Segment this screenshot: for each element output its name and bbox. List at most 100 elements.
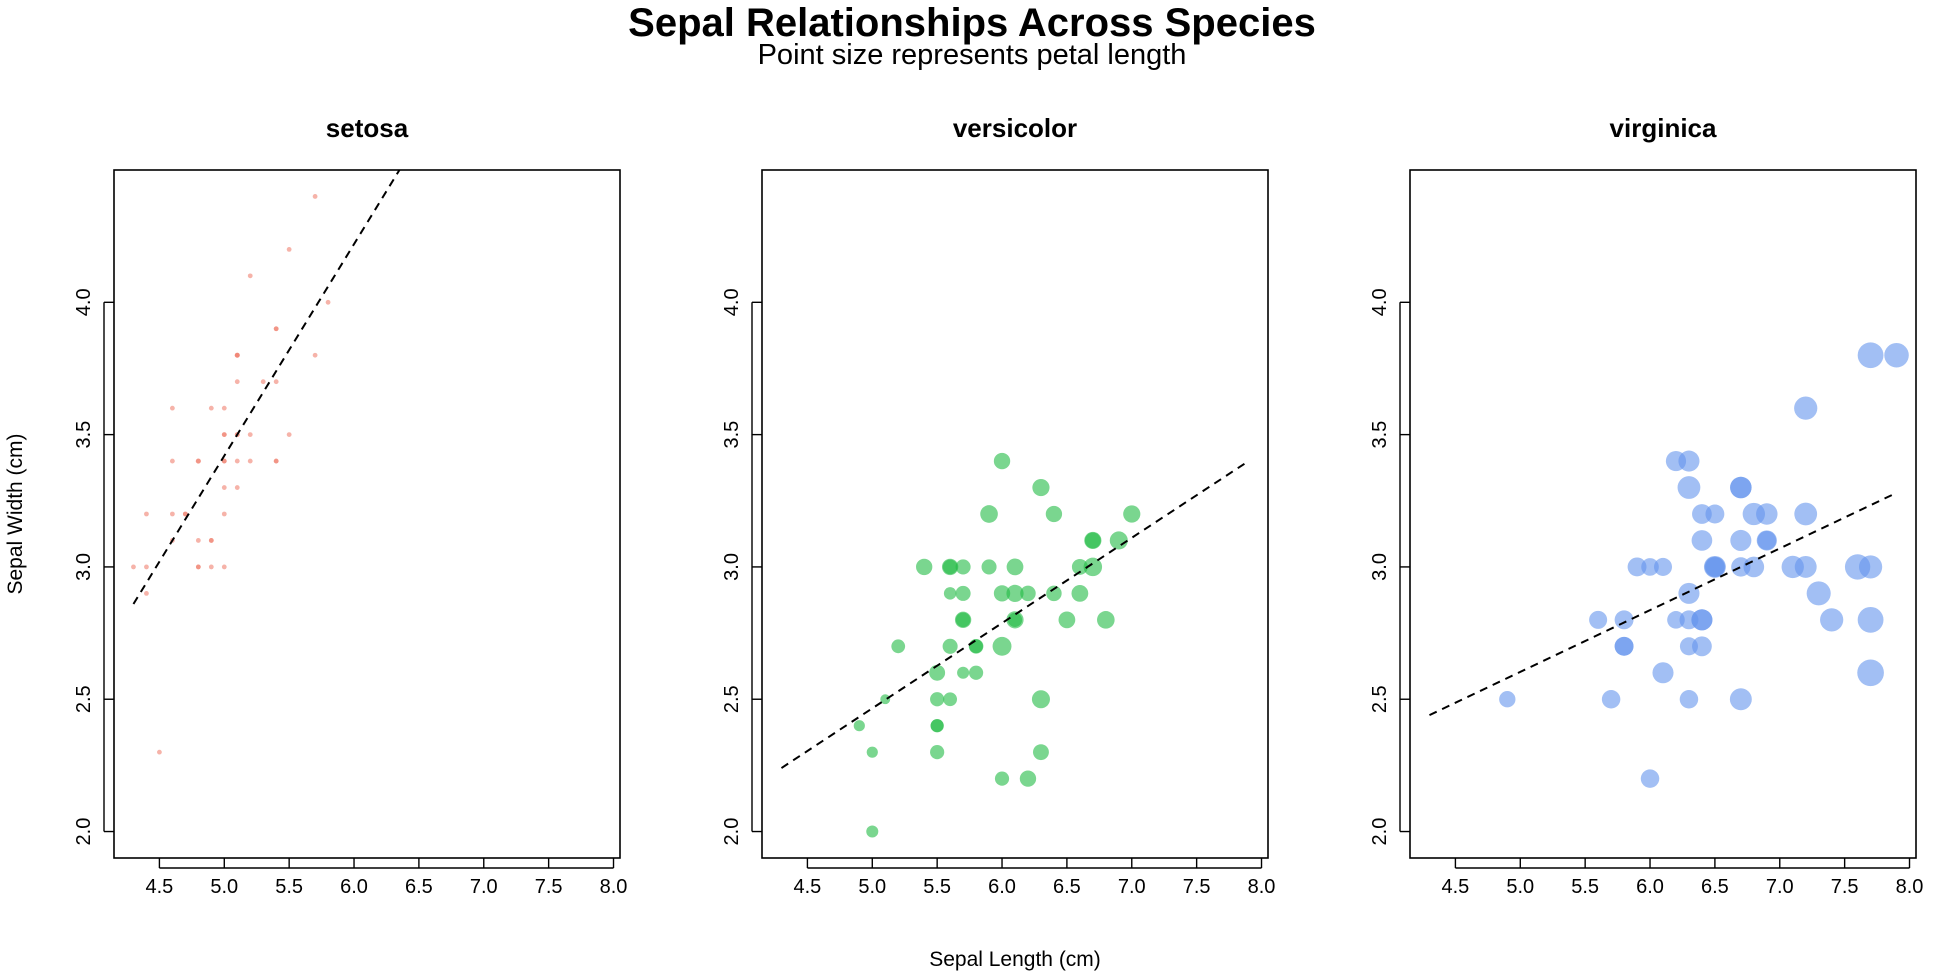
data-point xyxy=(312,352,318,358)
data-point xyxy=(942,559,958,575)
data-point xyxy=(1692,504,1712,524)
data-point xyxy=(260,379,266,385)
data-point xyxy=(930,719,944,733)
data-point xyxy=(943,692,958,707)
panel-virginica: virginica 4.5 5.0 5.5 6.0 6.5 7.0 7.5 8.0 2.0 2.5 3… xyxy=(1369,113,1923,898)
data-point xyxy=(195,538,201,543)
x-tick-label: 7.0 xyxy=(1118,876,1146,898)
data-point xyxy=(1071,584,1089,602)
chart-title: Sepal Relationships Across Species xyxy=(628,1,1316,45)
data-point xyxy=(169,458,175,464)
y-tick-label: 2.0 xyxy=(721,818,743,846)
panels: setosa 4.5 5.0 5.5 6.0 6.5 7.0 7.5 8.0 2.0 2.5 3.0 3… xyxy=(73,113,1923,898)
x-tick-label: 8.0 xyxy=(600,876,628,898)
y-tick-label: 2.5 xyxy=(1369,685,1391,713)
data-point xyxy=(1678,582,1700,604)
data-point xyxy=(221,511,227,517)
data-point xyxy=(1665,450,1687,472)
data-point xyxy=(853,720,865,732)
data-point xyxy=(195,564,201,570)
y-tick-label: 2.0 xyxy=(1369,818,1391,846)
y-tick-label: 4.0 xyxy=(1369,288,1391,316)
data-point xyxy=(1691,530,1713,551)
trend-line xyxy=(780,460,1250,769)
y-tick-label: 4.0 xyxy=(721,288,743,316)
data-point xyxy=(1031,690,1050,709)
data-point xyxy=(930,745,945,760)
data-point xyxy=(1757,531,1777,550)
data-point xyxy=(221,432,227,438)
data-point xyxy=(144,564,149,570)
data-point xyxy=(994,771,1010,786)
data-point xyxy=(993,585,1011,602)
y-tick-label: 3.5 xyxy=(1369,421,1391,449)
data-point xyxy=(208,564,214,570)
data-point xyxy=(1083,557,1103,577)
data-point xyxy=(1806,581,1831,606)
y-tick-label: 3.0 xyxy=(721,553,743,581)
panel-title: virginica xyxy=(1610,113,1717,143)
data-point xyxy=(144,590,149,596)
x-tick-label: 5.0 xyxy=(858,876,886,898)
data-point xyxy=(1614,636,1634,656)
data-point xyxy=(969,639,983,654)
data-point xyxy=(1006,611,1024,629)
data-point xyxy=(247,273,253,279)
y-tick-label: 3.0 xyxy=(1369,553,1391,581)
x-tick-label: 6.5 xyxy=(1701,876,1729,898)
x-tick-label: 5.5 xyxy=(275,876,303,898)
x-tick-label: 6.5 xyxy=(405,876,433,898)
data-point xyxy=(1742,502,1766,526)
data-point xyxy=(1071,558,1088,575)
chart-subtitle: Point size represents petal length xyxy=(758,39,1187,71)
data-point xyxy=(312,194,318,199)
data-point xyxy=(144,511,149,517)
data-point xyxy=(1667,611,1685,629)
x-tick-label: 7.5 xyxy=(535,876,563,898)
data-point xyxy=(1627,557,1647,577)
data-point xyxy=(221,564,227,570)
data-point xyxy=(1857,342,1884,369)
data-point xyxy=(1499,691,1516,708)
y-tick-label: 2.5 xyxy=(721,685,743,713)
x-tick-label: 7.5 xyxy=(1183,876,1211,898)
data-point xyxy=(208,405,214,411)
data-point xyxy=(1652,662,1674,684)
data-point xyxy=(247,432,253,438)
panel-title: versicolor xyxy=(953,113,1077,143)
data-point xyxy=(1857,659,1884,687)
data-point xyxy=(1032,744,1049,761)
plot-frame xyxy=(113,169,621,859)
data-point xyxy=(1679,637,1698,656)
x-axis-label: Sepal Length (cm) xyxy=(929,948,1101,971)
trend-line xyxy=(1429,491,1897,717)
data-point xyxy=(325,299,331,305)
data-point xyxy=(208,538,214,543)
data-point xyxy=(1679,689,1699,709)
data-point xyxy=(1109,531,1128,550)
data-point xyxy=(993,452,1011,470)
y-tick-label: 2.0 xyxy=(73,818,95,846)
data-point xyxy=(1820,608,1844,632)
panel-title: setosa xyxy=(326,113,409,143)
x-tick-label: 7.0 xyxy=(1766,876,1794,898)
data-point xyxy=(916,558,933,576)
data-point xyxy=(1857,606,1884,633)
data-point xyxy=(273,326,279,332)
data-point xyxy=(273,379,279,385)
y-tick-label: 2.5 xyxy=(73,685,95,713)
x-tick-label: 6.0 xyxy=(988,876,1016,898)
x-tick-label: 5.5 xyxy=(923,876,951,898)
x-tick-label: 4.5 xyxy=(794,876,822,898)
data-point xyxy=(1006,584,1024,602)
data-point xyxy=(234,352,240,358)
data-point xyxy=(1601,689,1621,709)
data-point xyxy=(955,585,971,601)
data-point xyxy=(1614,610,1634,630)
data-point xyxy=(234,485,240,490)
data-point xyxy=(1641,558,1659,576)
data-point xyxy=(955,559,971,575)
panel-versicolor: versicolor 4.5 5.0 5.5 6.0 6.5 7.0 7.5 8.0 2.0 2.5… xyxy=(721,113,1275,898)
